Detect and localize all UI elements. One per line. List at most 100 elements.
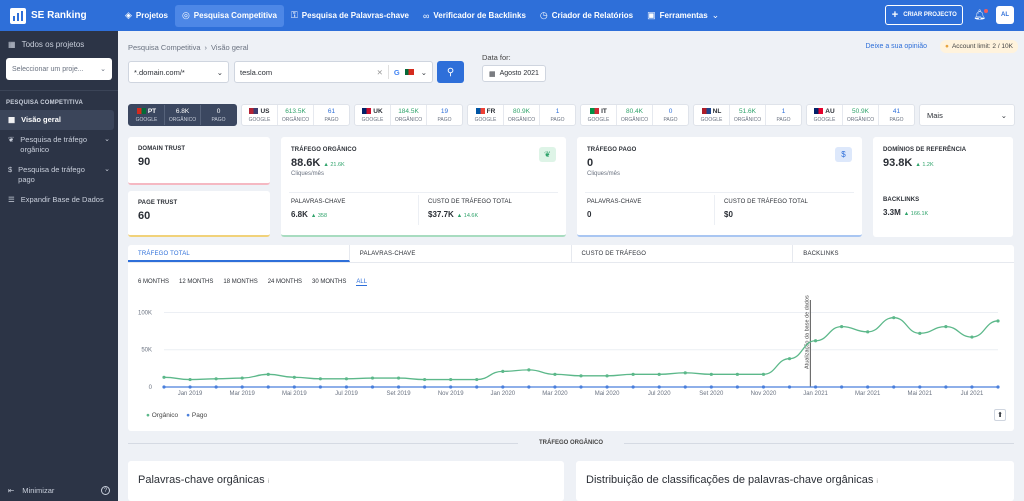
nav-pesquisa-competitiva[interactable]: ◎ Pesquisa Competitiva <box>174 4 284 27</box>
data-point[interactable] <box>579 385 583 389</box>
data-point[interactable] <box>396 385 401 389</box>
country-us[interactable]: US GOOGLE 613.5K ORGÂNICO 61 PAGO <box>241 104 350 126</box>
data-point[interactable] <box>370 385 375 389</box>
nav-pesquisa-palavras-chave[interactable]: ⚿ Pesquisa de Palavras-chave <box>290 10 409 20</box>
data-point[interactable] <box>866 385 870 389</box>
data-point[interactable] <box>787 357 792 361</box>
data-point[interactable] <box>735 372 739 376</box>
data-point[interactable] <box>918 385 922 389</box>
tab-backlinks[interactable]: BACKLINKS <box>803 251 839 257</box>
data-point[interactable] <box>970 335 974 339</box>
legend-organico[interactable]: ● Orgânico <box>146 412 179 419</box>
data-point[interactable] <box>162 385 166 389</box>
data-point[interactable] <box>162 375 166 379</box>
data-point[interactable] <box>553 372 557 376</box>
data-point[interactable] <box>944 325 948 329</box>
data-point[interactable] <box>918 331 922 335</box>
more-countries-select[interactable]: Mais ⌄ <box>919 104 1015 126</box>
data-point[interactable] <box>996 319 1000 323</box>
data-point[interactable] <box>761 385 766 389</box>
data-point[interactable] <box>813 385 818 389</box>
data-point[interactable] <box>475 377 479 382</box>
nav-ferramentas[interactable]: ▣ Ferramentas ⌄ <box>647 10 720 20</box>
data-point[interactable] <box>840 385 844 389</box>
data-point[interactable] <box>292 385 296 389</box>
data-point[interactable] <box>318 377 322 381</box>
sidebar-all-projects[interactable]: ▦ Todos os projetos <box>8 40 85 49</box>
data-point[interactable] <box>605 374 609 378</box>
data-point[interactable] <box>188 385 192 389</box>
nav-verificador-backlinks[interactable]: ∞ Verificador de Backlinks <box>422 10 526 21</box>
data-point[interactable] <box>475 385 479 389</box>
app-logo[interactable]: SE Ranking <box>0 7 118 24</box>
data-point[interactable] <box>761 372 766 376</box>
data-point[interactable] <box>423 385 427 389</box>
data-point[interactable] <box>787 385 792 389</box>
data-point[interactable] <box>840 325 844 329</box>
tab-custo-trafego[interactable]: CUSTO DE TRÁFEGO <box>572 245 794 262</box>
info-icon[interactable]: i <box>267 479 269 485</box>
data-point[interactable] <box>214 377 218 381</box>
data-point[interactable] <box>605 385 609 389</box>
country-au[interactable]: AU GOOGLE 50.9K ORGÂNICO 41 PAGO <box>806 104 915 126</box>
data-point[interactable] <box>266 372 270 376</box>
data-point[interactable] <box>813 339 818 343</box>
sidebar-item-trafego-pago[interactable]: $ Pesquisa de tráfego pago ⌄ <box>8 165 110 184</box>
data-point[interactable] <box>553 385 557 389</box>
tab-trafego-total[interactable]: TRÁFEGO TOTAL <box>128 245 350 262</box>
data-point[interactable] <box>240 385 244 389</box>
data-point[interactable] <box>501 369 505 373</box>
data-point[interactable] <box>266 385 270 389</box>
data-point[interactable] <box>970 385 974 389</box>
nav-criador-relatorios[interactable]: ◷ Criador de Relatórios <box>539 10 634 20</box>
data-point[interactable] <box>892 316 896 320</box>
help-icon[interactable]: ? <box>101 486 110 495</box>
clear-icon[interactable]: ✕ <box>376 67 383 77</box>
feedback-link[interactable]: Deixe a sua opinião <box>865 43 928 50</box>
info-icon[interactable]: i <box>876 479 878 485</box>
data-point[interactable] <box>996 385 1000 389</box>
data-point[interactable] <box>527 385 531 389</box>
country-fr[interactable]: FR GOOGLE 80.9K ORGÂNICO 1 PAGO <box>467 104 576 126</box>
tab-palavras-chave[interactable]: PALAVRAS-CHAVE <box>350 245 572 262</box>
create-project-button[interactable]: + CRIAR PROJECTO <box>885 5 964 25</box>
data-point[interactable] <box>657 372 661 376</box>
date-picker[interactable]: ▦ Agosto 2021 <box>482 65 546 82</box>
data-point[interactable] <box>423 377 427 382</box>
data-point[interactable] <box>683 371 687 375</box>
data-point[interactable] <box>631 372 635 376</box>
sidebar-minimize[interactable]: ⇤ Minimizar? <box>8 486 110 495</box>
data-point[interactable] <box>344 377 349 381</box>
data-point[interactable] <box>709 372 713 376</box>
data-point[interactable] <box>735 385 739 389</box>
notification-bell-icon[interactable]: 🔔︎ <box>973 8 988 21</box>
data-point[interactable] <box>344 385 349 389</box>
country-it[interactable]: IT GOOGLE 80.4K ORGÂNICO 0 PAGO <box>580 104 689 126</box>
sidebar-item-expandir-base[interactable]: ☰ Expandir Base de Dados <box>8 195 104 204</box>
data-point[interactable] <box>657 385 661 389</box>
search-button[interactable]: ⚲ <box>437 61 464 83</box>
period-all[interactable]: ALL <box>356 279 368 286</box>
data-point[interactable] <box>240 376 244 380</box>
data-point[interactable] <box>449 377 453 382</box>
avatar[interactable]: AL <box>996 6 1014 24</box>
period-30-months[interactable]: 30 MONTHS <box>312 279 347 285</box>
data-point[interactable] <box>214 385 218 389</box>
legend-pago[interactable]: ● Pago <box>186 412 208 419</box>
project-select[interactable]: Seleccionar um proje... ⌄ <box>6 58 112 80</box>
data-point[interactable] <box>944 385 948 389</box>
country-nl[interactable]: NL GOOGLE 51.6K ORGÂNICO 1 PAGO <box>693 104 802 126</box>
period-6-months[interactable]: 6 MONTHS <box>138 279 170 285</box>
data-point[interactable] <box>396 376 401 380</box>
export-icon[interactable]: ⬆ <box>994 409 1006 421</box>
period-12-months[interactable]: 12 MONTHS <box>179 279 214 285</box>
data-point[interactable] <box>709 385 713 389</box>
sidebar-item-trafego-organico[interactable]: ❦ Pesquisa de tráfego orgânico ⌄ <box>8 135 110 154</box>
data-point[interactable] <box>527 368 531 372</box>
data-point[interactable] <box>579 374 583 378</box>
data-point[interactable] <box>683 385 687 389</box>
domain-search-input[interactable]: tesla.com ✕ G ⌄ <box>234 61 433 83</box>
domain-mode-select[interactable]: *.domain.com/* ⌄ <box>128 61 229 83</box>
chevron-down-icon[interactable]: ⌄ <box>420 67 427 77</box>
country-uk[interactable]: UK GOOGLE 184.5K ORGÂNICO 19 PAGO <box>354 104 463 126</box>
